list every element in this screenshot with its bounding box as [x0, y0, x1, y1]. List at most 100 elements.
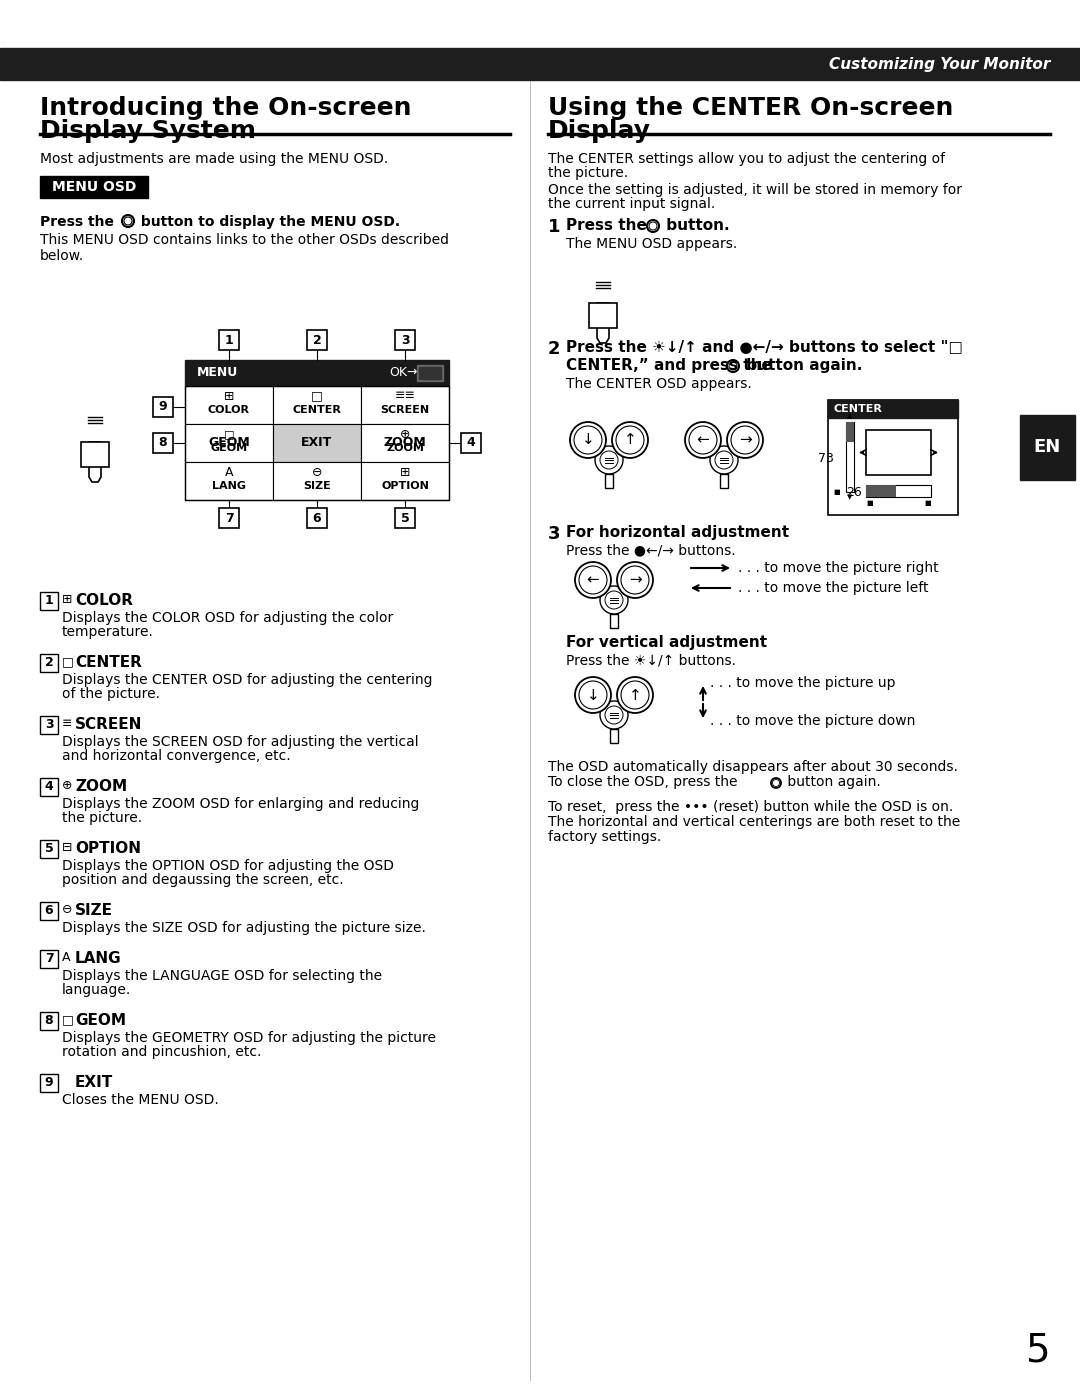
Text: Displays the ZOOM OSD for enlarging and reducing: Displays the ZOOM OSD for enlarging and …	[62, 798, 419, 812]
Text: ⊞: ⊞	[62, 592, 72, 606]
Text: Displays the SIZE OSD for adjusting the picture size.: Displays the SIZE OSD for adjusting the …	[62, 921, 426, 935]
Text: Displays the GEOMETRY OSD for adjusting the picture: Displays the GEOMETRY OSD for adjusting …	[62, 1031, 436, 1045]
Bar	[40, 840, 58, 858]
Circle shape	[585, 267, 621, 303]
Text: 5: 5	[44, 842, 53, 855]
Text: language.: language.	[62, 983, 132, 997]
Text: ZOOM: ZOOM	[383, 436, 427, 450]
Text: □: □	[311, 390, 323, 402]
Text: button.: button.	[661, 218, 730, 233]
Polygon shape	[597, 303, 609, 344]
Circle shape	[685, 422, 721, 458]
Circle shape	[605, 591, 623, 609]
Text: □: □	[224, 429, 234, 439]
Bar	[40, 950, 58, 968]
Text: ⊞: ⊞	[224, 390, 234, 402]
Text: button to display the MENU OSD.: button to display the MENU OSD.	[136, 215, 400, 229]
Text: 9: 9	[159, 401, 167, 414]
Text: 7: 7	[225, 511, 233, 524]
Circle shape	[573, 426, 602, 454]
Bar	[361, 386, 449, 425]
Text: 4: 4	[44, 781, 53, 793]
Text: rotation and pincushion, etc.: rotation and pincushion, etc.	[62, 1045, 261, 1059]
Bar	[461, 433, 481, 453]
Text: Display: Display	[548, 119, 651, 142]
Polygon shape	[89, 441, 102, 482]
Text: CENTER,” and press the: CENTER,” and press the	[566, 358, 778, 373]
Text: GEOM: GEOM	[208, 436, 249, 450]
Text: To reset,  press the ••• (reset) button while the OSD is on.: To reset, press the ••• (reset) button w…	[548, 800, 954, 814]
Bar	[219, 509, 239, 528]
Bar	[273, 425, 361, 462]
Text: CENTER: CENTER	[75, 655, 141, 671]
Bar	[417, 365, 443, 381]
Text: ↑: ↑	[623, 433, 636, 447]
Text: 5: 5	[401, 511, 409, 524]
Bar	[185, 360, 449, 386]
Bar	[185, 462, 273, 500]
Text: SIZE: SIZE	[75, 902, 113, 918]
Text: button again.: button again.	[741, 358, 862, 373]
Circle shape	[731, 426, 759, 454]
Bar	[361, 462, 449, 500]
Text: CENTER: CENTER	[293, 405, 341, 415]
Text: ■: ■	[866, 500, 873, 506]
Text: the picture.: the picture.	[548, 166, 629, 180]
Text: EN: EN	[1034, 439, 1061, 455]
Bar	[40, 717, 58, 733]
Text: 1: 1	[44, 595, 53, 608]
Text: Once the setting is adjusted, it will be stored in memory for: Once the setting is adjusted, it will be…	[548, 183, 962, 197]
Text: ↓: ↓	[586, 687, 599, 703]
Bar	[866, 430, 931, 475]
Bar	[40, 1074, 58, 1092]
Text: Displays the SCREEN OSD for adjusting the vertical: Displays the SCREEN OSD for adjusting th…	[62, 735, 419, 749]
Circle shape	[617, 678, 653, 712]
Bar	[361, 425, 449, 462]
Circle shape	[600, 701, 627, 729]
Text: OK→: OK→	[389, 366, 418, 380]
Text: Most adjustments are made using the MENU OSD.: Most adjustments are made using the MENU…	[40, 152, 388, 166]
Text: GEOM: GEOM	[75, 1013, 126, 1028]
Text: ■: ■	[924, 500, 931, 506]
Text: Introducing the On-screen: Introducing the On-screen	[40, 96, 411, 120]
Bar	[185, 386, 273, 425]
Text: EXIT: EXIT	[75, 1076, 113, 1090]
Polygon shape	[610, 615, 618, 629]
Text: 6: 6	[44, 904, 53, 918]
Text: To close the OSD, press the: To close the OSD, press the	[548, 775, 742, 789]
Circle shape	[689, 426, 717, 454]
Circle shape	[710, 446, 738, 474]
Text: →: →	[739, 433, 752, 447]
Polygon shape	[605, 474, 613, 488]
Text: ZOOM: ZOOM	[75, 780, 127, 793]
Circle shape	[727, 422, 762, 458]
Text: □: □	[62, 655, 73, 668]
Bar	[40, 778, 58, 796]
Text: For vertical adjustment: For vertical adjustment	[566, 636, 767, 650]
Bar	[395, 509, 415, 528]
Bar	[273, 462, 361, 500]
Text: 6: 6	[313, 511, 322, 524]
Text: ≡: ≡	[62, 717, 72, 731]
Text: 73: 73	[819, 451, 834, 464]
Text: The horizontal and vertical centerings are both reset to the: The horizontal and vertical centerings a…	[548, 814, 960, 828]
Text: EXIT: EXIT	[301, 436, 333, 450]
Text: 3: 3	[44, 718, 53, 732]
Text: ←: ←	[697, 433, 710, 447]
Text: SCREEN: SCREEN	[75, 717, 143, 732]
Text: ■: ■	[833, 489, 839, 495]
Text: Displays the COLOR OSD for adjusting the color: Displays the COLOR OSD for adjusting the…	[62, 610, 393, 624]
Text: Press the: Press the	[566, 218, 652, 233]
Text: ≡≡: ≡≡	[394, 390, 416, 402]
Text: Press the ●←/→ buttons.: Press the ●←/→ buttons.	[566, 543, 735, 557]
Bar	[40, 902, 58, 921]
Text: 8: 8	[44, 1014, 53, 1028]
Bar	[419, 367, 441, 379]
Bar	[40, 654, 58, 672]
Bar	[307, 330, 327, 351]
Bar	[828, 400, 958, 418]
Bar	[185, 386, 449, 500]
Bar	[307, 509, 327, 528]
Bar	[866, 485, 931, 497]
Text: 1: 1	[225, 334, 233, 346]
